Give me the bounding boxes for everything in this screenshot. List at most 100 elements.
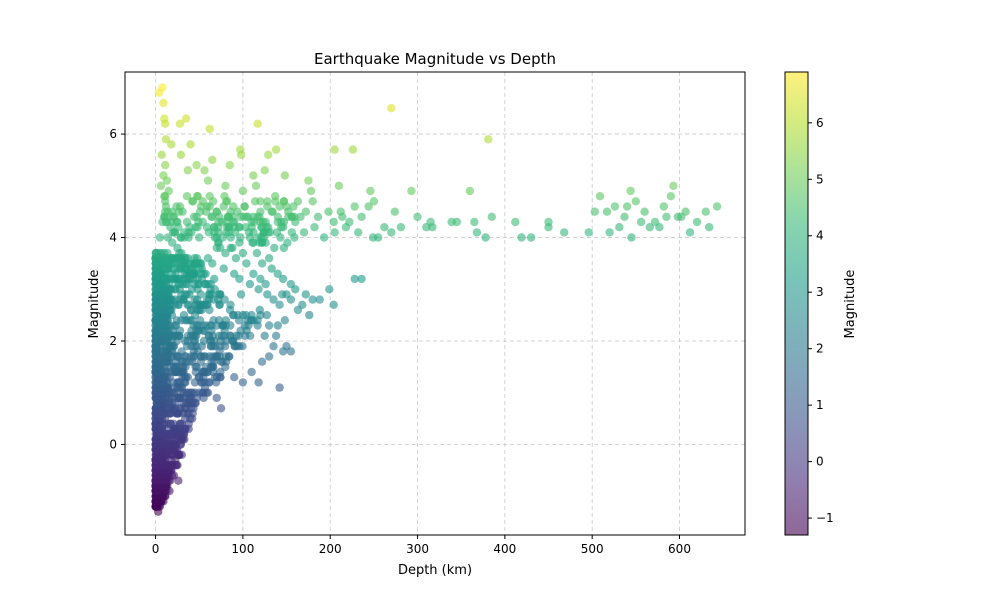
data-point <box>685 228 695 237</box>
data-point <box>205 124 214 134</box>
data-point <box>329 300 338 309</box>
data-point <box>368 233 378 242</box>
data-points <box>151 83 722 516</box>
data-point <box>269 295 278 304</box>
data-point <box>380 223 389 232</box>
data-point <box>269 342 278 351</box>
colorbar-tick-label: −1 <box>816 511 834 525</box>
data-point <box>308 197 317 206</box>
data-point <box>195 316 205 325</box>
data-point <box>666 192 675 201</box>
data-point <box>235 223 244 232</box>
data-point <box>681 207 690 216</box>
data-point <box>650 217 660 227</box>
data-point <box>236 145 245 154</box>
data-point <box>257 259 267 268</box>
data-point <box>180 290 190 299</box>
data-point <box>329 217 338 227</box>
data-point <box>325 285 334 294</box>
data-point <box>219 264 228 273</box>
data-point <box>210 274 219 284</box>
data-point <box>195 233 204 242</box>
data-point <box>590 207 599 216</box>
data-point <box>481 233 490 242</box>
data-point <box>369 197 379 206</box>
y-axis-ticks: 0 2 4 6 <box>109 127 125 451</box>
data-point <box>387 104 396 113</box>
data-point <box>615 223 624 232</box>
data-point <box>226 331 235 340</box>
data-point <box>298 300 307 309</box>
data-point <box>271 331 281 340</box>
data-point <box>254 285 263 294</box>
data-point <box>645 223 654 232</box>
colorbar-tick-label: 2 <box>816 342 824 356</box>
data-point <box>273 212 282 221</box>
data-point <box>305 310 314 320</box>
data-point <box>669 181 678 190</box>
data-point <box>357 212 366 221</box>
data-point <box>243 212 253 221</box>
data-point <box>636 217 646 227</box>
data-point <box>155 233 165 242</box>
data-point <box>190 295 199 304</box>
data-point <box>306 186 316 196</box>
data-point <box>238 378 248 387</box>
data-point <box>484 135 493 144</box>
data-point <box>221 181 230 190</box>
data-point <box>166 419 175 428</box>
data-point <box>183 166 193 175</box>
data-point <box>200 166 209 175</box>
data-point <box>160 114 169 123</box>
data-point <box>236 290 246 299</box>
data-point <box>595 192 605 201</box>
data-point <box>366 186 375 196</box>
x-tick-label: 100 <box>231 542 254 556</box>
data-point <box>260 331 269 340</box>
data-point <box>163 233 172 242</box>
data-point <box>203 254 213 263</box>
data-point <box>275 300 284 309</box>
data-point <box>622 202 632 211</box>
data-point <box>242 259 251 268</box>
colorbar-frame <box>784 71 809 536</box>
data-point <box>407 186 416 196</box>
data-point <box>364 202 373 211</box>
data-point <box>159 98 168 108</box>
colorbar-tick-label: 0 <box>816 455 824 469</box>
data-point <box>238 248 248 258</box>
data-point <box>334 181 344 190</box>
data-point <box>278 274 288 284</box>
data-point <box>241 310 251 320</box>
data-point <box>560 228 569 237</box>
colorbar-tick-label: 5 <box>816 172 824 186</box>
data-point <box>511 217 520 227</box>
data-point <box>261 279 270 289</box>
colorbar-tick-label: 3 <box>816 285 824 299</box>
data-point <box>247 367 256 377</box>
colorbar-ticks: −1 0 1 2 3 4 5 6 <box>808 116 834 525</box>
data-point <box>602 207 612 216</box>
data-point <box>214 331 224 340</box>
data-point <box>236 233 245 242</box>
data-point <box>221 248 230 258</box>
data-point <box>263 290 272 299</box>
data-point <box>662 212 671 221</box>
data-point <box>264 321 274 330</box>
y-tick-label: 6 <box>109 127 117 141</box>
data-point <box>257 357 267 366</box>
data-point <box>182 192 192 201</box>
data-point <box>228 243 237 253</box>
data-point <box>264 150 273 159</box>
data-point <box>701 207 710 216</box>
data-point <box>301 290 310 299</box>
data-point <box>161 135 171 144</box>
data-point <box>313 212 323 221</box>
data-point <box>282 342 291 351</box>
data-point <box>176 150 186 159</box>
data-point <box>240 202 249 211</box>
data-point <box>283 238 292 247</box>
data-point <box>282 290 291 299</box>
data-point <box>164 186 173 196</box>
